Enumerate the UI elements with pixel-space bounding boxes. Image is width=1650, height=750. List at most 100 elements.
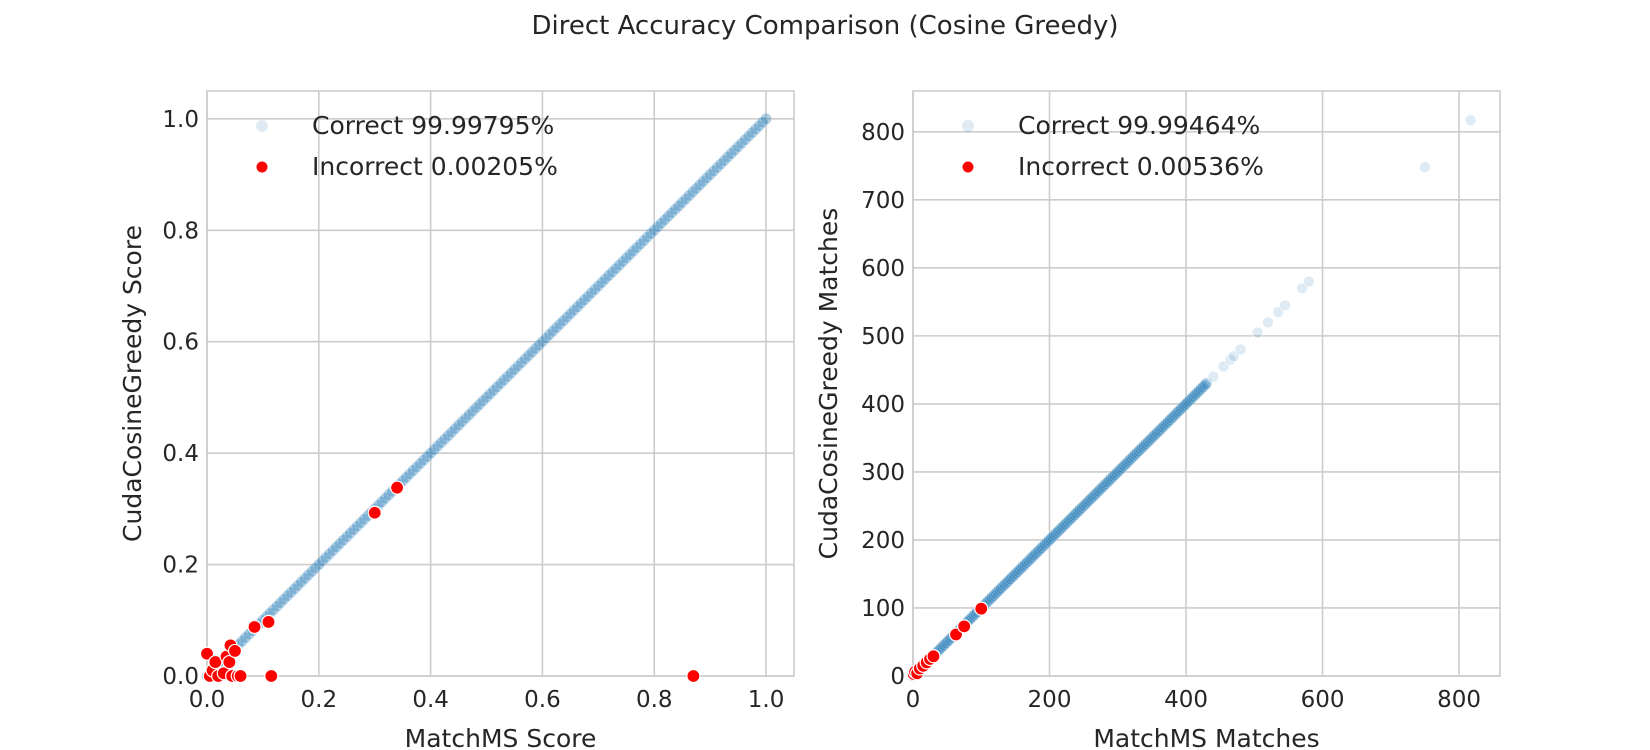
incorrect-point: [222, 654, 237, 670]
correct-point: [543, 328, 556, 341]
correct-point: [382, 489, 395, 501]
correct-point: [1028, 549, 1040, 562]
correct-point: [271, 600, 283, 613]
correct-point: [644, 227, 657, 240]
correct-point: [589, 283, 601, 296]
correct-point: [1149, 428, 1161, 441]
y-tick-label: 100: [861, 596, 905, 622]
correct-point: [756, 116, 769, 129]
correct-point: [1132, 445, 1145, 457]
y-tick-label: 700: [861, 188, 905, 214]
correct-point: [484, 388, 496, 400]
correct-point: [1251, 326, 1264, 339]
correct-point: [1033, 544, 1046, 556]
correct-point: [1173, 405, 1185, 417]
correct-point: [512, 360, 524, 372]
correct-point: [236, 635, 248, 647]
correct-point: [1077, 500, 1090, 512]
correct-point: [1094, 483, 1106, 496]
correct-point: [459, 412, 472, 425]
incorrect-point: [227, 643, 243, 659]
correct-point: [1169, 408, 1182, 421]
correct-point: [1064, 512, 1077, 525]
correct-point: [267, 604, 280, 616]
correct-point: [1114, 463, 1127, 476]
y-tick-label: 600: [861, 256, 905, 282]
correct-point: [1086, 491, 1099, 503]
incorrect-point: [247, 619, 262, 635]
correct-point: [1044, 533, 1057, 545]
correct-point: [746, 126, 758, 139]
correct-point: [641, 231, 654, 244]
correct-point: [1119, 458, 1132, 470]
correct-point: [613, 259, 626, 271]
correct-point: [742, 130, 755, 143]
incorrect-point: [367, 505, 382, 520]
correct-point: [630, 241, 643, 254]
data-points: [199, 113, 772, 684]
correct-point: [428, 443, 440, 456]
correct-point: [1052, 525, 1064, 538]
correct-point: [735, 137, 748, 150]
correct-point: [407, 464, 419, 477]
correct-point: [725, 147, 737, 160]
x-tick-label: 800: [1437, 687, 1481, 713]
correct-point: [662, 210, 675, 223]
correct-point: [1134, 443, 1147, 456]
x-axis-label: MatchMS Matches: [1093, 724, 1319, 750]
incorrect-point: [926, 649, 941, 664]
correct-point: [582, 290, 594, 303]
incorrect-point: [199, 646, 215, 661]
y-tick-label: 0.6: [162, 330, 199, 356]
correct-point: [575, 297, 587, 310]
correct-point: [400, 471, 412, 484]
correct-point: [550, 321, 563, 334]
correct-point: [1066, 511, 1079, 523]
correct-point: [634, 238, 647, 251]
legend-incorrect-label: Incorrect 0.00205%: [312, 152, 558, 181]
correct-point: [700, 172, 713, 184]
y-axis-label: CudaCosineGreedy Score: [118, 225, 147, 542]
correct-point: [354, 516, 367, 529]
correct-point: [319, 551, 332, 564]
correct-point: [1083, 494, 1095, 507]
x-tick-label: 400: [1164, 687, 1208, 713]
correct-point: [623, 248, 636, 261]
correct-point: [1013, 564, 1026, 576]
incorrect-point: [261, 614, 276, 630]
correct-point: [299, 572, 311, 585]
correct-point: [379, 492, 391, 505]
legend: Correct 99.99795% Incorrect 0.00205%: [255, 111, 558, 181]
correct-point: [1129, 448, 1141, 461]
legend-incorrect-marker: [961, 160, 975, 174]
correct-point: [1191, 386, 1204, 399]
y-tick-label: 200: [861, 528, 905, 554]
y-axis-label: CudaCosineGreedy Matches: [814, 208, 843, 560]
y-tick-label: 400: [861, 392, 905, 418]
correct-point: [435, 436, 447, 449]
correct-point: [330, 541, 343, 553]
correct-point: [326, 544, 339, 557]
correct-point: [1105, 472, 1117, 485]
y-tick-label: 0.0: [162, 664, 199, 690]
correct-point: [442, 429, 454, 442]
correct-point: [1140, 438, 1152, 450]
correct-point: [239, 631, 252, 644]
incorrect-point: [208, 654, 223, 670]
correct-point: [1006, 571, 1018, 584]
correct-point: [1195, 383, 1207, 395]
correct-point: [1088, 489, 1101, 501]
correct-point: [557, 315, 570, 327]
legend-correct-label: Correct 99.99464%: [1018, 111, 1260, 140]
correct-point: [1147, 430, 1160, 443]
correct-point: [1153, 425, 1165, 437]
x-tick-label: 0.0: [189, 687, 226, 713]
correct-point: [358, 513, 371, 526]
incorrect-point: [686, 668, 701, 684]
correct-point: [683, 189, 695, 202]
correct-point: [1030, 547, 1042, 560]
correct-point: [292, 579, 304, 592]
correct-point: [585, 287, 598, 299]
correct-point: [1011, 565, 1024, 578]
